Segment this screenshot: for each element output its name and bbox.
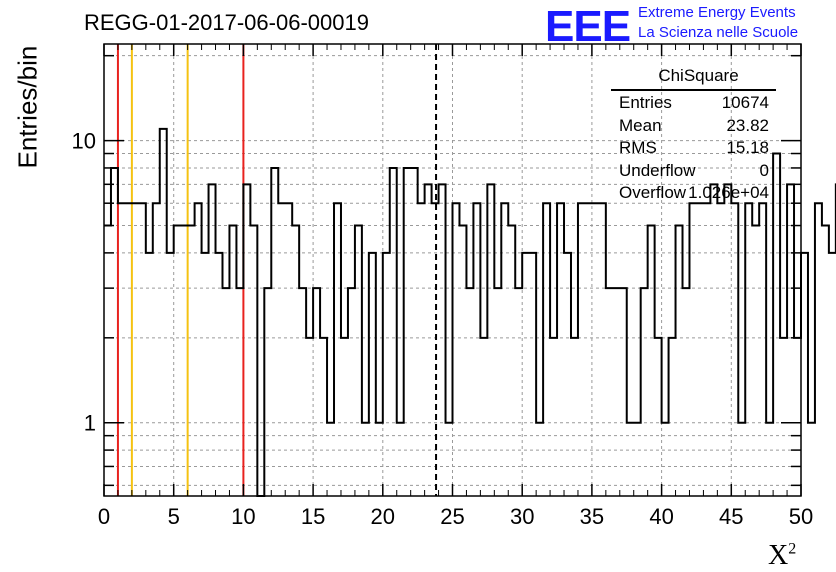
histogram-line: [104, 127, 836, 497]
y-tick-label: 10: [72, 129, 96, 154]
plot-title: REGG-01-2017-06-06-00019: [84, 10, 369, 35]
stats-value: 1.026e+04: [688, 183, 769, 202]
stats-row-entries: Entries 10674: [619, 93, 769, 115]
stats-value: 15.18: [726, 138, 769, 157]
marker-lines: [116, 44, 438, 496]
stats-box-title: ChiSquare: [658, 66, 739, 85]
x-tick-label: 45: [719, 504, 743, 529]
x-tick-label: 40: [649, 504, 673, 529]
stats-label: Mean: [619, 116, 662, 135]
stats-label: RMS: [619, 138, 657, 157]
logo-line-2: La Scienza nelle Scuole: [638, 24, 799, 41]
x-axis-ticks: 0 5 10 15 20 25 30 35 40 45 50: [98, 44, 813, 529]
stats-value: 23.82: [726, 116, 769, 135]
stats-value: 0: [759, 161, 769, 180]
y-tick-label: 1: [84, 411, 96, 436]
stats-value: 10674: [721, 93, 769, 112]
eee-logo: EEE: [545, 2, 631, 51]
x-tick-label: 5: [168, 504, 180, 529]
x-axis-label: X2: [768, 540, 797, 571]
x-tick-label: 35: [580, 504, 604, 529]
stats-row-overflow: Overflow 1.026e+04: [619, 183, 769, 205]
x-tick-label: 20: [371, 504, 395, 529]
stats-row-rms: RMS 15.18: [619, 138, 769, 160]
x-tick-label: 15: [301, 504, 325, 529]
x-tick-label: 10: [231, 504, 255, 529]
x-tick-label: 30: [510, 504, 534, 529]
logo-line-1: Extreme Energy Events: [638, 4, 796, 21]
y-axis-label: Entries/bin: [12, 45, 43, 169]
stats-row-mean: Mean 23.82: [619, 116, 769, 138]
stats-row-underflow: Underflow 0: [619, 161, 769, 183]
x-tick-label: 0: [98, 504, 110, 529]
y-axis-ticks: 1 10: [72, 54, 801, 487]
stats-label: Underflow: [619, 161, 696, 180]
stats-label: Overflow: [619, 183, 687, 202]
stats-label: Entries: [619, 93, 672, 112]
stats-box-divider: [611, 89, 776, 91]
stats-box: ChiSquare Entries 10674 Mean 23.82 RMS 15.1…: [611, 66, 776, 202]
x-tick-label: 25: [440, 504, 464, 529]
x-tick-label: 50: [789, 504, 813, 529]
